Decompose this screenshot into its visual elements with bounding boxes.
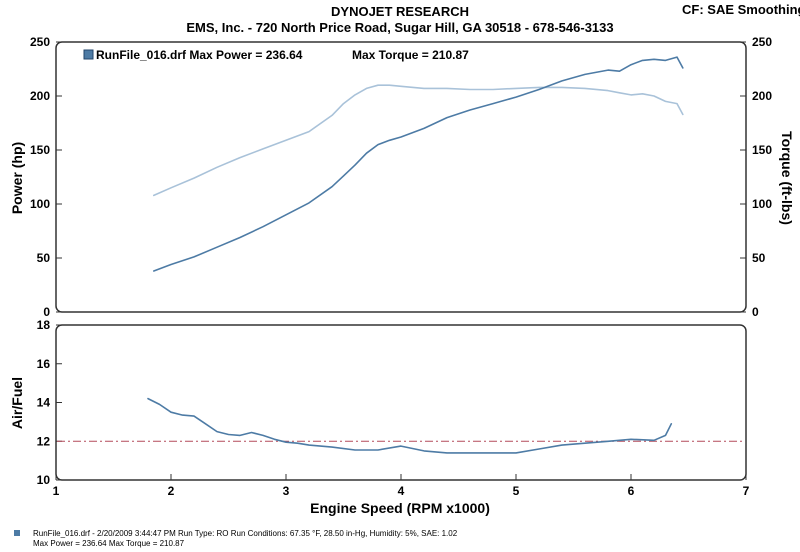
torque-tick-label: 50 [752, 251, 766, 265]
legend-run-label: RunFile_016.drf Max Power = 236.64 [96, 48, 303, 62]
torque-tick-label: 200 [752, 89, 772, 103]
x-tick-label: 4 [398, 484, 405, 498]
x-tick-label: 6 [628, 484, 635, 498]
company-address: EMS, Inc. - 720 North Price Road, Sugar … [186, 20, 613, 35]
x-tick-label: 7 [743, 484, 750, 498]
footer-max-values: Max Power = 236.64 Max Torque = 210.87 [33, 539, 185, 548]
y-axis-label-torque: Torque (ft-lbs) [779, 131, 795, 225]
footer-swatch-icon [14, 530, 20, 536]
x-axis-label: Engine Speed (RPM x1000) [310, 500, 490, 516]
x-tick-label: 3 [283, 484, 290, 498]
afr-tick-label: 18 [37, 318, 51, 332]
x-tick-label: 1 [53, 484, 60, 498]
x-tick-label: 5 [513, 484, 520, 498]
power-tick-label: 250 [30, 35, 50, 49]
power-series-line [153, 56, 684, 272]
x-tick-label: 2 [168, 484, 175, 498]
afr-tick-label: 10 [37, 473, 51, 487]
power-tick-label: 100 [30, 197, 50, 211]
power-tick-label: 50 [37, 251, 51, 265]
afr-tick-label: 16 [37, 357, 51, 371]
power-panel-frame [55, 41, 747, 313]
torque-tick-label: 250 [752, 35, 772, 49]
torque-tick-label: 150 [752, 143, 772, 157]
cf-smoothing-label: CF: SAE Smoothing: 3 [682, 2, 800, 17]
power-tick-label: 150 [30, 143, 50, 157]
legend-swatch-icon [83, 49, 94, 60]
power-tick-label: 200 [30, 89, 50, 103]
afr-panel-frame [55, 324, 747, 481]
afr-series-line [147, 397, 673, 454]
torque-tick-label: 100 [752, 197, 772, 211]
torque-series-line [153, 84, 684, 197]
torque-tick-label: 0 [752, 305, 759, 319]
afr-tick-label: 14 [37, 396, 51, 410]
company-title: DYNOJET RESEARCH [331, 4, 469, 19]
afr-tick-label: 12 [37, 434, 51, 448]
legend-torque-label: Max Torque = 210.87 [352, 48, 469, 62]
footer-run-conditions: RunFile_016.drf - 2/20/2009 3:44:47 PM R… [33, 529, 458, 538]
power-tick-label: 0 [43, 305, 50, 319]
y-axis-label-power: Power (hp) [9, 142, 25, 214]
y-axis-label-afr: Air/Fuel [9, 377, 25, 429]
